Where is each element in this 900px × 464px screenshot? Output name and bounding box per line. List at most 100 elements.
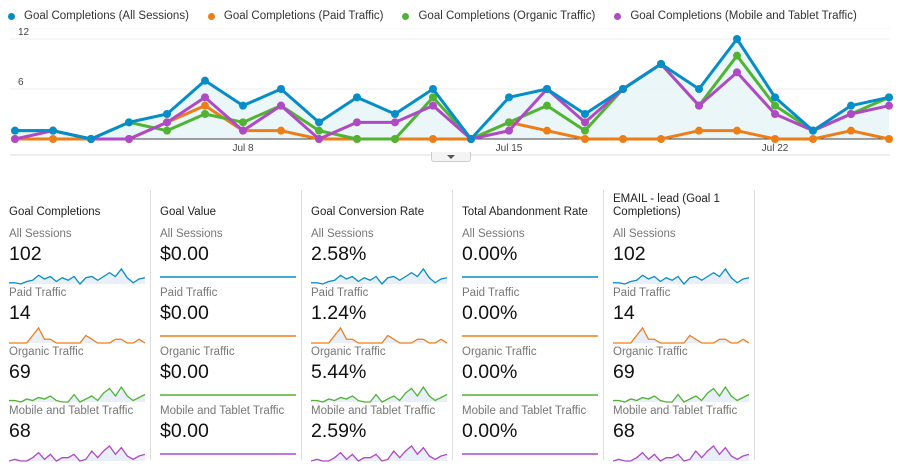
- data-point[interactable]: [733, 35, 741, 43]
- data-point[interactable]: [771, 110, 779, 118]
- data-point[interactable]: [429, 93, 437, 102]
- sparkline: [9, 267, 145, 285]
- data-point[interactable]: [201, 101, 209, 110]
- data-point[interactable]: [505, 118, 513, 127]
- sparkline: [160, 453, 296, 455]
- data-point[interactable]: [581, 135, 589, 143]
- data-point[interactable]: [581, 118, 589, 127]
- collapse-chart-button[interactable]: [431, 152, 471, 162]
- data-point[interactable]: [125, 135, 133, 143]
- data-point[interactable]: [657, 60, 665, 68]
- data-point[interactable]: [163, 110, 171, 118]
- data-point[interactable]: [543, 85, 551, 93]
- segment-value: 102: [9, 243, 42, 265]
- segment-value: 14: [613, 302, 635, 324]
- data-point[interactable]: [771, 101, 779, 110]
- data-point[interactable]: [733, 68, 741, 77]
- data-point[interactable]: [657, 135, 665, 143]
- segment-label: Mobile and Tablet Traffic: [613, 405, 738, 417]
- data-point[interactable]: [581, 126, 589, 135]
- data-point[interactable]: [163, 118, 171, 127]
- data-point[interactable]: [429, 101, 437, 110]
- data-point[interactable]: [847, 126, 855, 135]
- data-point[interactable]: [847, 101, 855, 110]
- sparkline-area: [311, 328, 447, 343]
- data-point[interactable]: [353, 135, 361, 143]
- data-point[interactable]: [201, 76, 209, 85]
- segment-label: Mobile and Tablet Traffic: [9, 405, 134, 417]
- sparkline: [311, 385, 447, 403]
- data-point[interactable]: [467, 135, 475, 143]
- data-point[interactable]: [619, 85, 627, 93]
- data-point[interactable]: [315, 126, 323, 135]
- segment-label: Mobile and Tablet Traffic: [462, 405, 587, 417]
- data-point[interactable]: [11, 126, 19, 135]
- sparkline: [311, 445, 447, 462]
- data-point[interactable]: [315, 135, 323, 143]
- data-point[interactable]: [49, 135, 57, 143]
- data-point[interactable]: [163, 126, 171, 135]
- data-point[interactable]: [201, 93, 209, 102]
- line-chart[interactable]: 12 6 Jul 8 Jul 15 Jul 22: [0, 28, 900, 158]
- data-point[interactable]: [239, 118, 247, 127]
- legend-label: Goal Completions (Paid Traffic): [223, 10, 384, 22]
- sparkline: [462, 335, 598, 337]
- data-point[interactable]: [733, 126, 741, 135]
- scorecard-segment: Mobile and Tablet Traffic $0.00: [160, 405, 301, 464]
- area-all-sessions: [15, 39, 889, 139]
- data-point[interactable]: [695, 101, 703, 110]
- data-point[interactable]: [619, 135, 627, 143]
- data-point[interactable]: [239, 126, 247, 135]
- legend-item-paid-traffic[interactable]: Goal Completions (Paid Traffic): [207, 10, 384, 22]
- data-point[interactable]: [11, 135, 19, 143]
- x-tick-label: Jul 15: [496, 143, 523, 154]
- data-point[interactable]: [695, 85, 703, 93]
- data-point[interactable]: [391, 110, 399, 118]
- segment-value: 102: [613, 243, 646, 265]
- segment-value: 68: [9, 420, 31, 442]
- segment-value: 2.58%: [311, 243, 367, 265]
- data-point[interactable]: [353, 118, 361, 127]
- data-point[interactable]: [49, 126, 57, 135]
- data-point[interactable]: [885, 101, 893, 110]
- segment-value: 14: [9, 302, 31, 324]
- data-point[interactable]: [885, 135, 893, 143]
- data-point[interactable]: [277, 85, 285, 93]
- data-point[interactable]: [239, 101, 247, 110]
- data-point[interactable]: [543, 101, 551, 110]
- data-point[interactable]: [695, 126, 703, 135]
- data-point[interactable]: [277, 101, 285, 110]
- data-point[interactable]: [581, 110, 589, 118]
- data-point[interactable]: [771, 93, 779, 102]
- data-point[interactable]: [885, 93, 893, 102]
- sparkline-area: [613, 269, 749, 284]
- data-point[interactable]: [125, 118, 133, 127]
- data-point[interactable]: [277, 126, 285, 135]
- legend-item-organic-traffic[interactable]: Goal Completions (Organic Traffic): [402, 10, 595, 22]
- data-point[interactable]: [391, 135, 399, 143]
- data-point[interactable]: [809, 135, 817, 143]
- sparkline: [9, 445, 145, 462]
- data-point[interactable]: [391, 118, 399, 127]
- segment-label: Paid Traffic: [311, 287, 369, 299]
- scorecard-segment: Mobile and Tablet Traffic 0.00%: [462, 405, 603, 464]
- data-point[interactable]: [543, 126, 551, 135]
- data-point[interactable]: [315, 118, 323, 127]
- data-point[interactable]: [733, 51, 741, 60]
- legend-dot-icon: [402, 12, 410, 20]
- data-point[interactable]: [87, 135, 95, 143]
- data-point[interactable]: [505, 93, 513, 102]
- data-point[interactable]: [201, 110, 209, 118]
- legend-item-all-sessions[interactable]: Goal Completions (All Sessions): [8, 10, 189, 22]
- legend-label: Goal Completions (Mobile and Tablet Traf…: [630, 10, 857, 22]
- scorecard-segment: All Sessions 2.58%: [311, 228, 452, 287]
- data-point[interactable]: [771, 135, 779, 143]
- data-point[interactable]: [429, 85, 437, 93]
- data-point[interactable]: [429, 135, 437, 143]
- data-point[interactable]: [847, 110, 855, 118]
- legend-item-mobile-tablet-traffic[interactable]: Goal Completions (Mobile and Tablet Traf…: [614, 10, 857, 22]
- data-point[interactable]: [505, 126, 513, 135]
- data-point[interactable]: [353, 93, 361, 102]
- data-point[interactable]: [809, 126, 817, 135]
- segment-label: All Sessions: [462, 228, 525, 240]
